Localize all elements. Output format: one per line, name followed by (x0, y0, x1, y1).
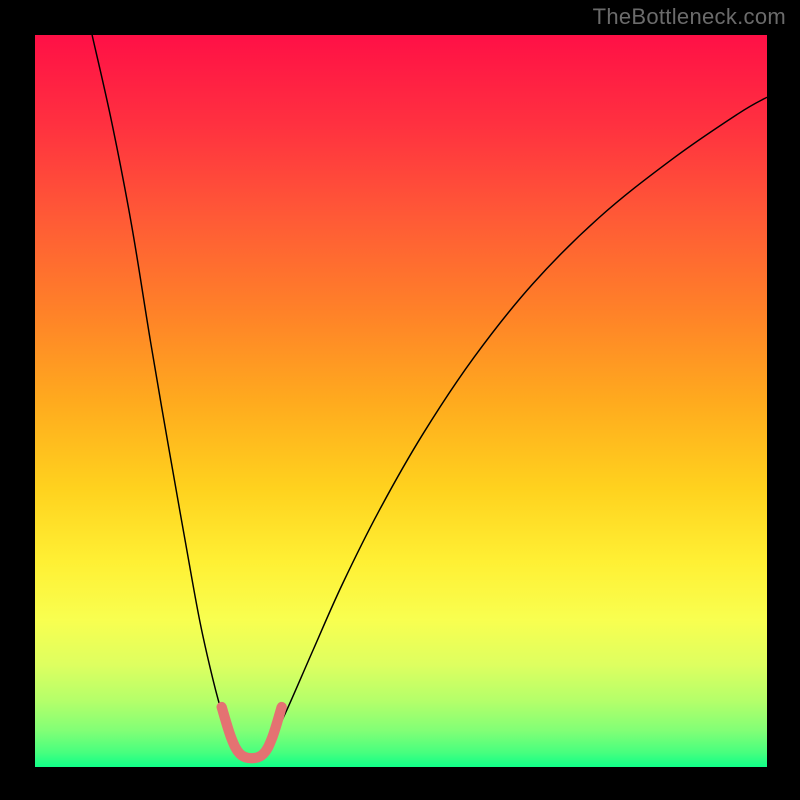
chart-curve (35, 35, 767, 767)
watermark-text: TheBottleneck.com (593, 4, 786, 30)
curve-right-branch (271, 97, 767, 743)
chart-plot-area (35, 35, 767, 767)
curve-left-branch (92, 35, 233, 744)
valley-marker (222, 707, 282, 758)
